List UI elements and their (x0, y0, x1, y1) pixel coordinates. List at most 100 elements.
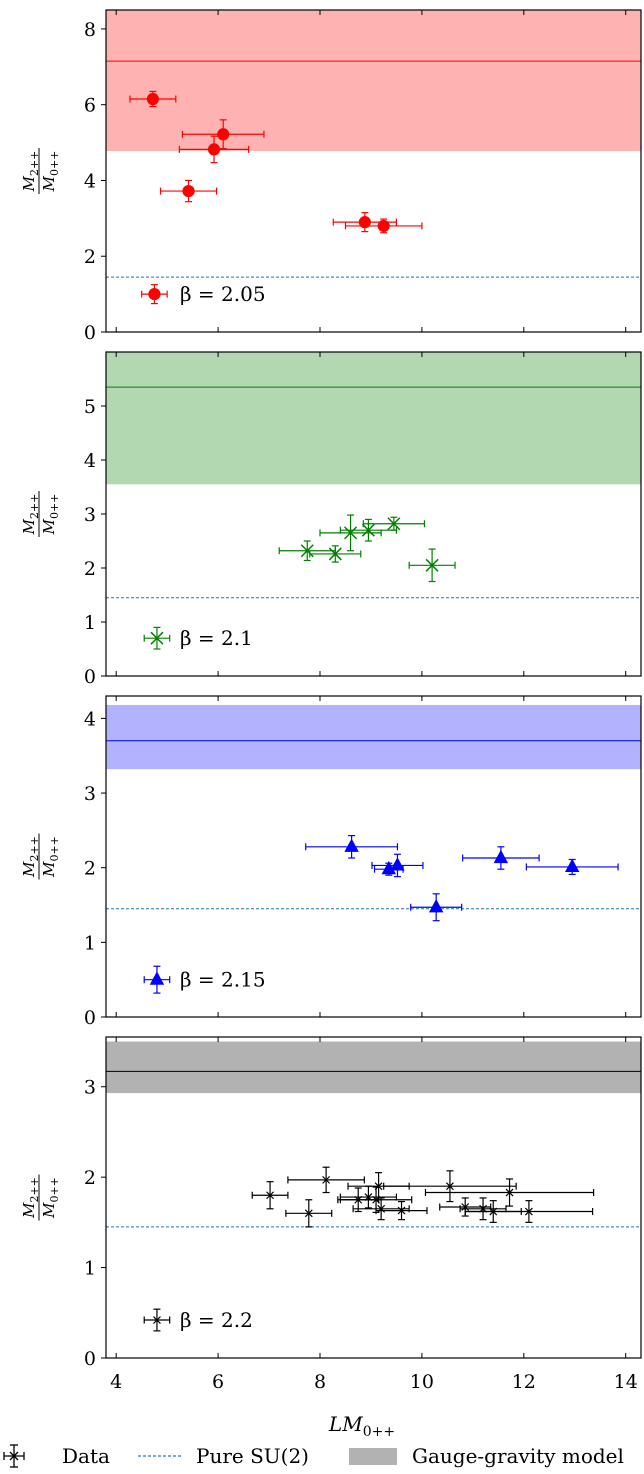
model-band (106, 1041, 641, 1094)
data-point-4-marker (428, 898, 444, 913)
y-axis-label: M2++M0++ (20, 1174, 61, 1221)
y-axis-label: M2++M0++ (20, 148, 61, 194)
data-point-2 (309, 545, 362, 563)
legend-pure-su2-label: Pure SU(2) (196, 1444, 309, 1468)
data-point-6 (408, 548, 456, 583)
y-label-denominator: M0++ (40, 151, 61, 193)
data-point-4 (339, 518, 398, 542)
y-tick-label: 1 (84, 1258, 96, 1280)
data-point-2 (159, 179, 218, 203)
y-tick-label: 4 (84, 450, 96, 472)
data-point-6 (525, 858, 619, 876)
data-point-3 (371, 853, 424, 878)
plot-frame (105, 1036, 642, 1359)
y-label-numerator: M2++ (20, 151, 41, 193)
data-point-2-marker (328, 547, 342, 561)
y-tick-label: 5 (84, 396, 96, 418)
x-tick-label: 8 (314, 1371, 326, 1393)
y-tick-label: 2 (84, 246, 96, 268)
data-point-4 (410, 893, 463, 922)
data-point-14 (424, 1178, 595, 1207)
y-axis-label: M2++M0++ (20, 833, 61, 880)
data-point-1-marker (300, 544, 314, 558)
beta-label: β = 2.05 (180, 282, 266, 306)
y-label-numerator: M2++ (20, 1177, 41, 1219)
y-tick-label: 1 (84, 932, 96, 954)
model-band (106, 704, 641, 770)
data-point-5 (362, 516, 426, 531)
data-point-15-marker (524, 1207, 533, 1216)
y-tick-label: 0 (84, 1348, 96, 1370)
y-tick-label: 4 (84, 170, 96, 192)
data-point-9-marker (397, 1206, 406, 1215)
data-point-10 (383, 1170, 517, 1203)
beta-legend-marker (143, 1308, 171, 1332)
data-point-7-marker (374, 1182, 383, 1191)
data-point-3 (178, 135, 250, 164)
beta-legend-marker (143, 965, 171, 994)
y-label-denominator: M0++ (40, 494, 61, 536)
y-label-numerator: M2++ (20, 494, 41, 536)
beta-label: β = 2.15 (180, 968, 266, 992)
data-point-4-marker (217, 128, 230, 141)
plot-frame (105, 9, 642, 333)
data-point-4-marker (361, 523, 375, 537)
y-tick-label: 3 (84, 783, 96, 805)
data-point-5-marker (358, 216, 371, 229)
panel-beta-2: β = 2.1 0 1 2 3 4 5 M2++M0++ (20, 351, 642, 688)
y-tick-label: 3 (84, 1077, 96, 1099)
data-point-6 (344, 218, 423, 234)
data-point-6-marker (377, 219, 390, 233)
y-tick-label: 2 (84, 558, 96, 580)
data-point-1 (251, 1181, 289, 1210)
beta-legend-marker-marker (149, 971, 165, 985)
beta-legend-marker (141, 284, 168, 305)
legend: Data Pure SU(2) Gauge-gravity model (3, 1444, 624, 1468)
y-tick-label: 2 (84, 1167, 96, 1189)
beta-legend-marker (143, 626, 171, 650)
y-tick-label: 0 (84, 322, 96, 344)
data-point-5-marker (493, 849, 509, 864)
data-point-10-marker (446, 1182, 454, 1191)
y-label-denominator: M0++ (40, 1177, 61, 1219)
data-point-1-marker (146, 92, 159, 106)
model-band (106, 352, 641, 485)
x-tick-label: 10 (410, 1371, 434, 1393)
y-tick-label: 0 (84, 1007, 96, 1029)
data-point-5-marker (387, 517, 401, 531)
x-tick-label: 4 (110, 1371, 122, 1393)
data-point-1-marker (344, 838, 359, 852)
data-point-15 (464, 1200, 594, 1223)
data-point-14-marker (505, 1188, 514, 1197)
data-point-3 (287, 1166, 365, 1194)
beta-legend-marker-marker (153, 1316, 161, 1324)
data-point-6-marker (425, 558, 439, 572)
beta-legend-marker-marker (148, 288, 161, 301)
y-axis-label: M2++M0++ (20, 491, 61, 537)
y-tick-label: 2 (84, 858, 96, 880)
data-point-1 (278, 540, 336, 562)
data-point-5 (339, 1185, 398, 1209)
y-tick-label: 4 (84, 708, 96, 730)
y-tick-label: 1 (84, 612, 96, 634)
data-point-6-marker (565, 858, 580, 873)
y-tick-label: 3 (84, 504, 96, 526)
y-label-denominator: M0++ (40, 836, 61, 878)
x-tick-label: 6 (212, 1371, 224, 1393)
panel-beta-3: β = 2.15 0 1 2 3 4 M2++M0++ (20, 695, 642, 1029)
legend-data-label: Data (62, 1444, 110, 1468)
data-point-9 (375, 1200, 428, 1221)
data-point-2-marker (182, 184, 195, 198)
data-point-1 (129, 90, 177, 108)
legend-model-label: Gauge-gravity model (412, 1444, 624, 1468)
data-point-4 (181, 119, 265, 150)
beta-label: β = 2.1 (180, 626, 253, 650)
model-band (106, 10, 641, 151)
data-point-5 (462, 846, 540, 870)
data-point-3-marker (344, 526, 358, 540)
x-axis-label: LM0++ (328, 1412, 395, 1440)
legend-data-marker (3, 1444, 25, 1468)
y-tick-label: 6 (84, 95, 96, 117)
